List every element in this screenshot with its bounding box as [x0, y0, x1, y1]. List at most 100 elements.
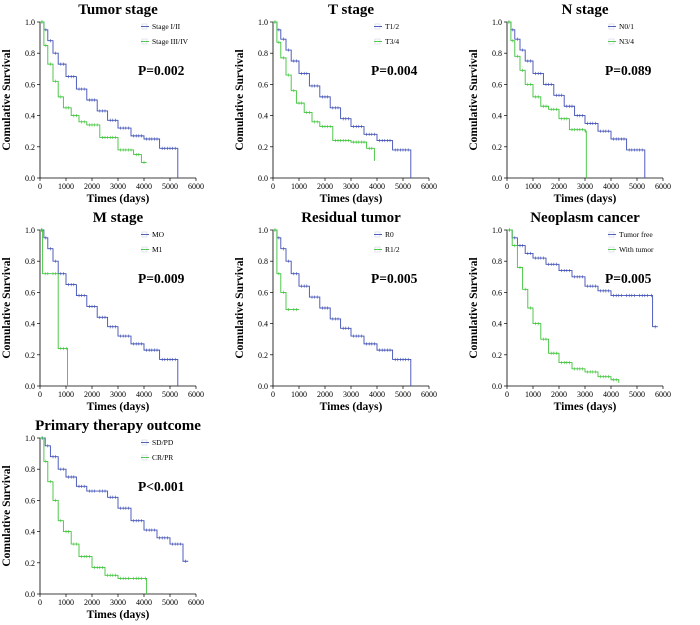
y-tick-label: 0.2: [492, 143, 502, 152]
x-tick-label: 0: [271, 390, 275, 399]
p-value: P=0.009: [138, 271, 185, 286]
y-tick-label: 0.6: [25, 288, 35, 297]
survival-curve-blue: [273, 21, 412, 178]
y-tick-label: 0.8: [258, 257, 268, 266]
km-panel: M stage 0 1000 2000 3000 4000 5000 6000 0.0 0.2 0.…: [0, 208, 233, 416]
x-axis-label: Times (days): [554, 193, 617, 205]
x-tick-label: 3000: [110, 390, 126, 399]
km-plot: Residual tumor 0 1000 2000 3000 4000 5000 6000 0…: [234, 210, 437, 413]
survival-curve-green: [40, 229, 69, 386]
x-tick-label: 3000: [343, 390, 359, 399]
x-tick-label: 6000: [655, 390, 671, 399]
legend-label: T3/4: [385, 37, 399, 46]
x-tick-label: 0: [505, 390, 509, 399]
y-tick-label: 1.0: [492, 18, 502, 27]
x-tick-label: 1000: [525, 182, 541, 191]
survival-curve-green: [273, 229, 299, 311]
y-tick-label: 0.4: [492, 320, 502, 329]
x-tick-label: 5000: [162, 390, 178, 399]
panel-title: T stage: [328, 2, 374, 18]
km-plot: M stage 0 1000 2000 3000 4000 5000 6000 0.0 0.2 0.…: [1, 210, 204, 413]
x-tick-label: 2000: [317, 182, 333, 191]
km-panel: Primary therapy outcome 0 1000 2000 3000 4000…: [0, 416, 233, 624]
y-tick-label: 0.2: [25, 559, 35, 568]
y-tick-label: 0.0: [25, 590, 35, 599]
y-tick-label: 0.4: [258, 320, 268, 329]
legend-label: R1/2: [385, 245, 400, 254]
y-axis-label: Comulative Survival: [234, 257, 246, 358]
y-tick-label: 0.8: [25, 49, 35, 58]
x-tick-label: 6000: [188, 182, 204, 191]
y-tick-label: 1.0: [258, 18, 268, 27]
x-tick-label: 5000: [162, 598, 178, 607]
x-tick-label: 4000: [369, 182, 385, 191]
x-tick-label: 0: [38, 598, 42, 607]
y-tick-label: 1.0: [258, 226, 268, 235]
y-tick-label: 0.0: [25, 382, 35, 391]
panel-title: N stage: [561, 2, 608, 18]
x-tick-label: 5000: [629, 182, 645, 191]
legend-label: MO: [152, 230, 165, 239]
km-plot: N stage 0 1000 2000 3000 4000 5000 6000 0.0 0.2 0.…: [468, 2, 671, 205]
x-tick-label: 3000: [110, 598, 126, 607]
y-tick-label: 0.6: [25, 496, 35, 505]
x-tick-label: 6000: [188, 390, 204, 399]
panel-title: Tumor stage: [78, 2, 158, 18]
x-tick-label: 6000: [421, 182, 437, 191]
y-tick-label: 1.0: [25, 18, 35, 27]
y-tick-label: 0.2: [258, 143, 268, 152]
survival-curve-blue: [40, 229, 179, 386]
x-tick-label: 0: [505, 182, 509, 191]
y-axis-label: Comulative Survival: [1, 49, 13, 150]
x-tick-label: 0: [38, 182, 42, 191]
x-tick-label: 4000: [136, 598, 152, 607]
x-tick-label: 1000: [58, 598, 74, 607]
km-panel: Neoplasm cancer 0 1000 2000 3000 4000 5000 6000…: [467, 208, 700, 416]
x-tick-label: 2000: [84, 598, 100, 607]
km-plot: Tumor stage 0 1000 2000 3000 4000 5000 6000 0.0 0…: [1, 2, 204, 205]
survival-curve-blue: [507, 21, 646, 178]
km-panel: Residual tumor 0 1000 2000 3000 4000 5000 6000 0…: [233, 208, 466, 416]
x-tick-label: 5000: [395, 390, 411, 399]
legend-label: T1/2: [385, 22, 399, 31]
p-value: P=0.005: [605, 271, 652, 286]
legend-label: Stage I/II: [152, 22, 181, 31]
x-tick-label: 3000: [577, 182, 593, 191]
y-axis-label: Comulative Survival: [1, 257, 13, 358]
x-tick-label: 6000: [188, 598, 204, 607]
x-tick-label: 3000: [110, 182, 126, 191]
km-panel: Tumor stage 0 1000 2000 3000 4000 5000 6000 0.0 0…: [0, 0, 233, 208]
y-axis-label: Comulative Survival: [468, 257, 480, 358]
legend-label: R0: [385, 230, 394, 239]
y-tick-label: 0.2: [25, 143, 35, 152]
x-axis-label: Times (days): [87, 193, 150, 205]
x-tick-label: 4000: [603, 182, 619, 191]
legend-label: SD/PD: [152, 438, 174, 447]
p-value: P=0.002: [138, 63, 185, 78]
y-tick-label: 0.4: [492, 112, 502, 121]
legend-label: N3/4: [619, 37, 634, 46]
x-axis-label: Times (days): [87, 401, 150, 413]
x-tick-label: 2000: [551, 182, 567, 191]
y-tick-label: 0.4: [25, 528, 35, 537]
km-plot: Primary therapy outcome 0 1000 2000 3000 4000…: [1, 418, 204, 621]
survival-curve-green: [273, 21, 375, 161]
x-tick-label: 1000: [525, 390, 541, 399]
x-tick-label: 6000: [421, 390, 437, 399]
y-tick-label: 0.6: [258, 288, 268, 297]
panel-title: Primary therapy outcome: [35, 418, 201, 434]
x-tick-label: 2000: [551, 390, 567, 399]
x-axis-label: Times (days): [87, 609, 150, 621]
x-tick-label: 4000: [136, 182, 152, 191]
x-tick-label: 2000: [84, 182, 100, 191]
legend-label: With tumor: [619, 245, 654, 254]
x-tick-label: 1000: [291, 182, 307, 191]
y-tick-label: 0.0: [492, 174, 502, 183]
km-plot: T stage 0 1000 2000 3000 4000 5000 6000 0.0 0.2 0.…: [234, 2, 437, 205]
survival-curve-green: [40, 437, 148, 594]
x-tick-label: 3000: [577, 390, 593, 399]
y-tick-label: 1.0: [492, 226, 502, 235]
survival-curve-blue: [273, 229, 412, 386]
x-tick-label: 2000: [84, 390, 100, 399]
x-tick-label: 0: [271, 182, 275, 191]
